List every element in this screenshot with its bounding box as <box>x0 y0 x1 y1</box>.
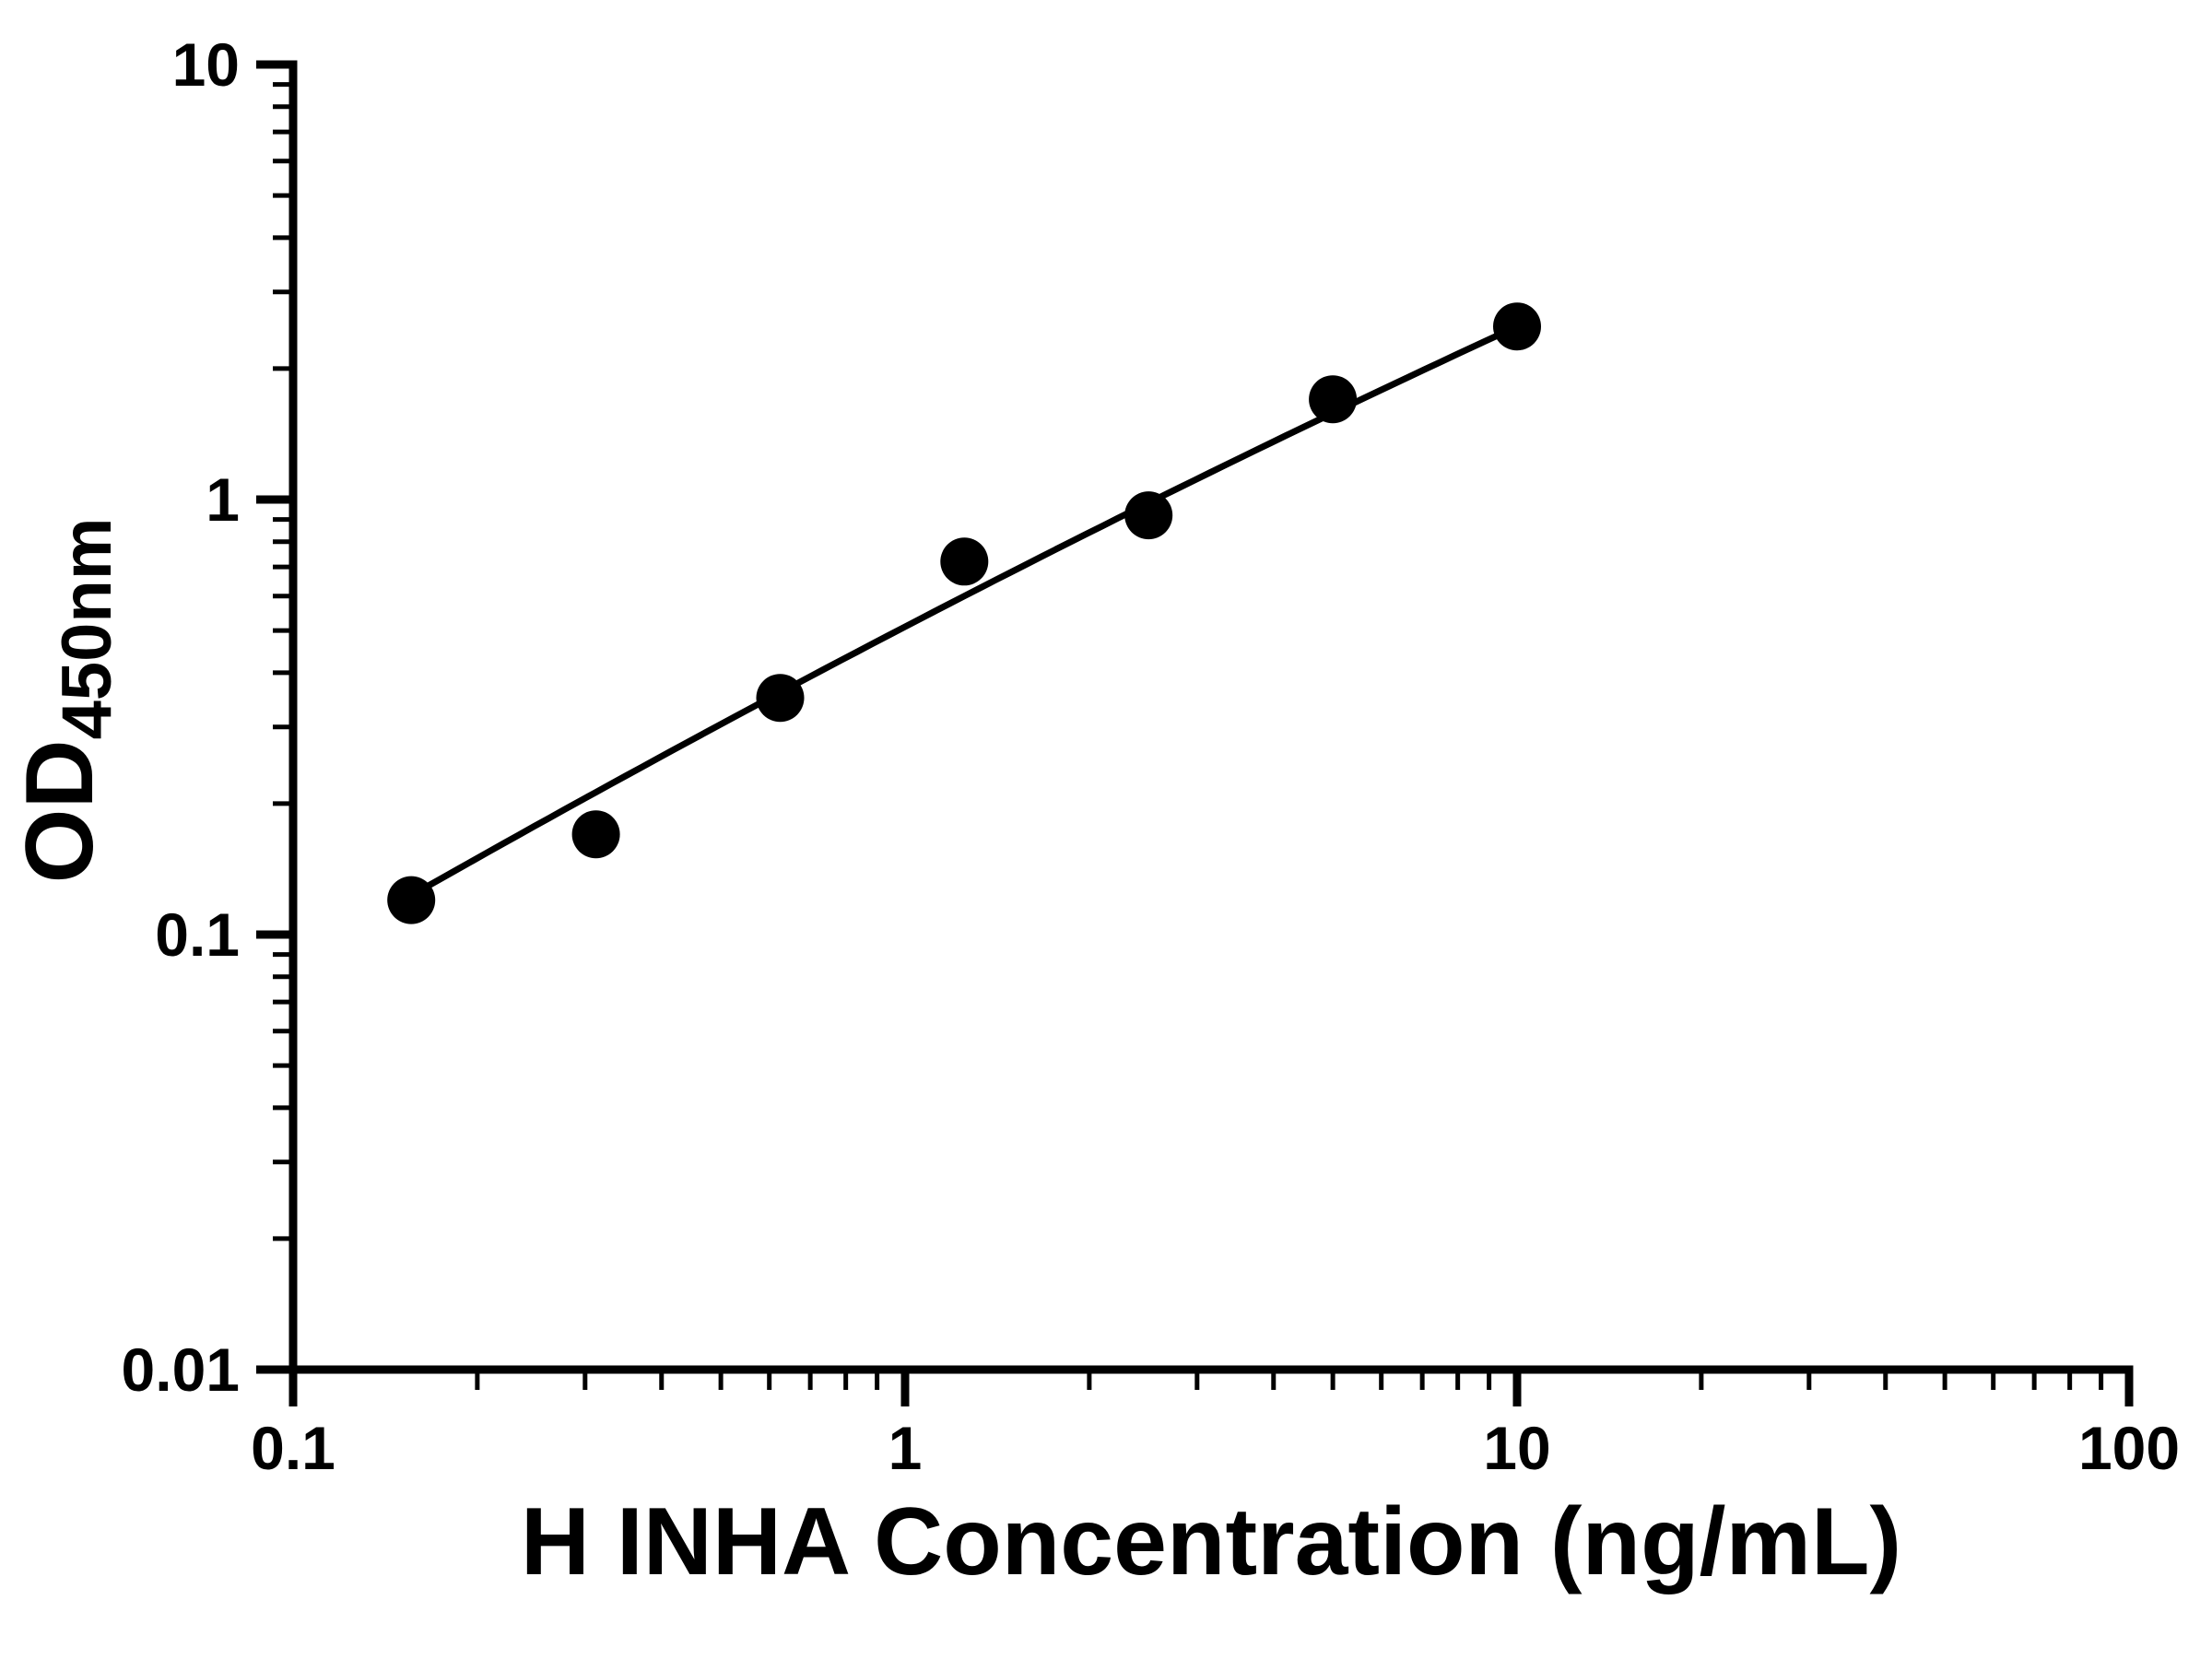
data-point <box>387 876 436 924</box>
x-tick-label: 10 <box>1483 1414 1550 1482</box>
data-point <box>571 810 620 859</box>
y-tick-label: 0.1 <box>155 900 240 969</box>
y-tick-label: 0.01 <box>122 1335 240 1404</box>
data-point <box>940 537 989 586</box>
x-tick-label: 1 <box>888 1414 923 1482</box>
x-axis-title: H INHA Concentration (ng/mL) <box>521 1488 1901 1595</box>
x-tick-label: 0.1 <box>251 1414 335 1482</box>
data-point <box>1493 302 1541 351</box>
data-point <box>1124 491 1173 540</box>
y-tick-label: 1 <box>206 465 240 534</box>
data-point <box>1309 375 1358 424</box>
y-axis-title: OD450nm <box>6 518 126 884</box>
x-tick-label: 100 <box>2078 1414 2180 1482</box>
y-tick-label: 10 <box>172 30 240 99</box>
data-point <box>756 674 805 723</box>
